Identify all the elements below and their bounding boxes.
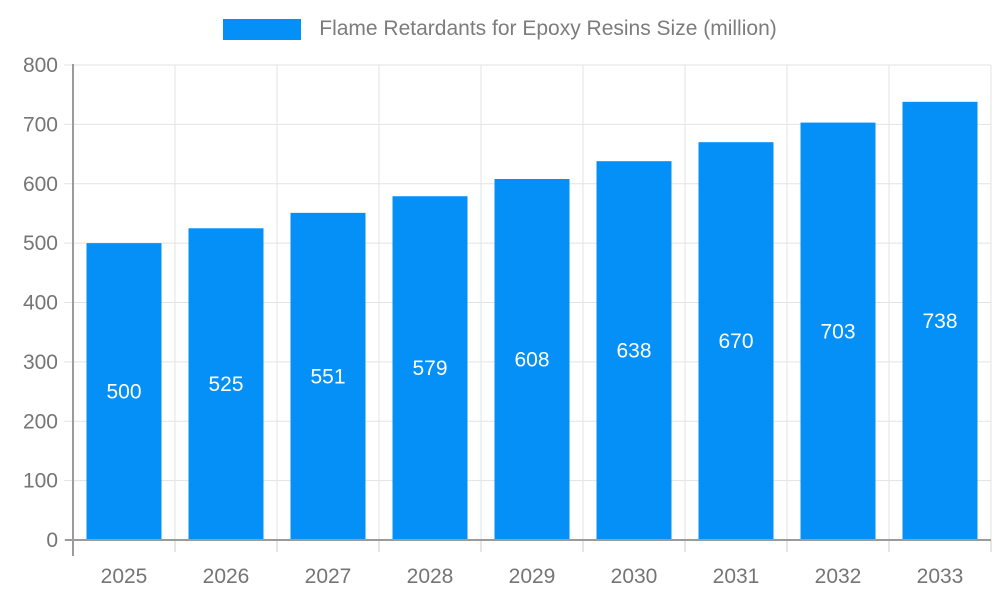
y-tick-label: 100 xyxy=(23,470,58,493)
bar-value-label: 579 xyxy=(412,357,447,380)
y-tick-label: 600 xyxy=(23,173,58,196)
y-tick-label: 500 xyxy=(23,232,58,255)
x-tick-label: 2032 xyxy=(815,565,862,588)
x-tick-label: 2028 xyxy=(407,565,454,588)
bar xyxy=(188,228,264,540)
x-tick-label: 2027 xyxy=(305,565,352,588)
legend-label: Flame Retardants for Epoxy Resins Size (… xyxy=(319,17,777,40)
y-tick-label: 800 xyxy=(23,54,58,77)
bar-value-label: 670 xyxy=(718,330,753,353)
x-tick-label: 2030 xyxy=(611,565,658,588)
bar-value-label: 608 xyxy=(514,349,549,372)
x-tick-label: 2025 xyxy=(101,565,148,588)
chart-legend[interactable]: Flame Retardants for Epoxy Resins Size (… xyxy=(0,17,1000,41)
bar xyxy=(698,142,774,540)
bar-value-label: 525 xyxy=(208,373,243,396)
bar xyxy=(494,179,570,540)
bar-value-label: 703 xyxy=(820,320,855,343)
bar xyxy=(902,101,978,540)
bar-value-label: 500 xyxy=(106,381,141,404)
bar-value-label: 638 xyxy=(616,340,651,363)
x-tick-label: 2031 xyxy=(713,565,760,588)
y-tick-label: 400 xyxy=(23,292,58,315)
y-tick-label: 700 xyxy=(23,113,58,136)
x-tick-label: 2029 xyxy=(509,565,556,588)
bar xyxy=(290,212,366,540)
bar xyxy=(800,122,876,540)
bar-value-label: 551 xyxy=(310,365,345,388)
y-tick-label: 0 xyxy=(46,529,58,552)
x-tick-label: 2026 xyxy=(203,565,250,588)
bar xyxy=(86,243,162,540)
bar-value-label: 738 xyxy=(922,310,957,333)
legend-swatch-icon xyxy=(223,18,302,40)
y-tick-label: 300 xyxy=(23,351,58,374)
y-tick-label: 200 xyxy=(23,410,58,433)
x-tick-label: 2033 xyxy=(917,565,964,588)
bar xyxy=(392,196,468,540)
bar xyxy=(596,161,672,540)
